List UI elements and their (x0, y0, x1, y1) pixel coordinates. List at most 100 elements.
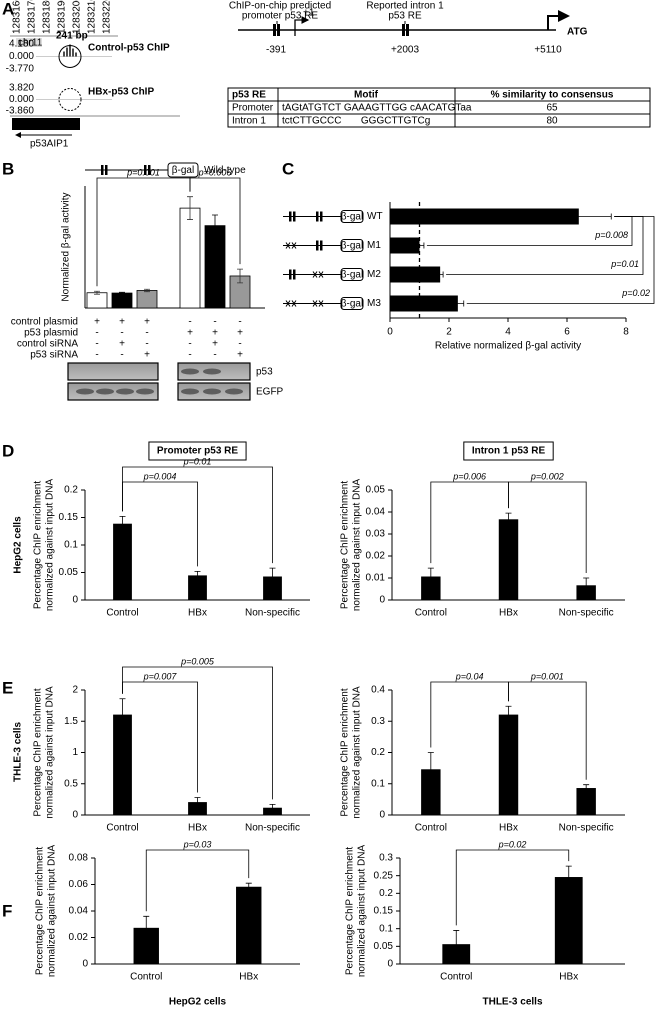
significance-bracket (122, 681, 198, 793)
bar (498, 519, 519, 601)
y-tick-label: 0 (379, 810, 385, 821)
mutation (285, 242, 291, 249)
table-header: % similarity to consensus (491, 90, 614, 101)
x-tick-label: Control (106, 608, 138, 619)
y-tick-label: 0 (82, 959, 88, 970)
y-tick-label: 0.1 (379, 923, 393, 934)
y-tick-label: WT (367, 211, 383, 222)
table-header: p53 RE (232, 90, 266, 101)
table-cell: Intron 1 (232, 116, 266, 127)
reporter-box (340, 239, 364, 252)
significance-bracket (189, 177, 241, 265)
x-tick-label: Control (415, 823, 447, 834)
re-marker (289, 269, 292, 280)
map-label: ChIP-on-chip predicted (229, 1, 331, 12)
y-tick-label: M3 (367, 298, 381, 309)
blot-band (203, 368, 221, 375)
chart-title: Intron 1 p53 RE (472, 446, 546, 457)
error-bar (269, 567, 276, 587)
y-tick-label: 0 (387, 959, 393, 970)
bar (179, 207, 201, 309)
p-value: p=0.01 (183, 456, 212, 466)
condition-sign: + (237, 328, 243, 339)
re-marker (316, 240, 319, 251)
significance-bracket (122, 666, 273, 800)
reporter-label: β-gal (341, 241, 363, 252)
reporter-box (340, 297, 364, 310)
significance-bracket (122, 466, 273, 564)
p-value: p=0.02 (621, 288, 650, 298)
bar (390, 208, 579, 225)
condition-sign: + (144, 350, 150, 361)
condition-sign: - (188, 350, 191, 361)
p-value: p=0.006 (452, 471, 486, 481)
chart-title: Promoter p53 RE (157, 446, 238, 457)
y-tick-label: 0 (72, 810, 78, 821)
title-box (463, 441, 554, 461)
coordinate-label: 128320000 (72, 0, 83, 34)
bar (390, 237, 420, 254)
x-tick-label: Non-specific (559, 608, 614, 619)
reporter-label: β-gal (341, 270, 363, 281)
y-tick-label: 2 (72, 685, 78, 696)
y-tick-label: 0.2 (64, 485, 78, 496)
error-bar (451, 300, 465, 307)
bar (390, 295, 458, 312)
bar (554, 877, 583, 965)
atg-arrow (547, 10, 570, 30)
coordinate-label: 128318000 (42, 0, 53, 34)
error-bar (427, 752, 434, 788)
mutation (285, 300, 291, 307)
p-value: p=0.04 (455, 671, 484, 681)
blot-band (76, 388, 94, 395)
coordinate-label: 128319000 (57, 0, 68, 34)
tss-label: +1 (303, 8, 315, 19)
construct-label: Wild-type (204, 165, 246, 176)
p-value: p=0.01 (610, 259, 639, 269)
mutation (291, 300, 297, 307)
reporter-box (340, 210, 364, 223)
re-marker (144, 165, 147, 175)
x-tick-label: HBx (499, 823, 518, 834)
track-scale: 0.000 (9, 51, 34, 62)
track-scale: -3.860 (6, 106, 35, 117)
row-label: THLE-3 cells (13, 722, 24, 782)
reporter-box (167, 162, 199, 178)
y-tick-label: 0.05 (374, 941, 394, 952)
position-label: -391 (266, 45, 286, 56)
y-axis-label: Normalized β-gal activity (61, 192, 72, 301)
panel-label: A (2, 0, 14, 18)
peak-width: 241 bp (56, 31, 88, 42)
x-tick-label: 8 (623, 327, 629, 338)
y-axis-label: normalized against input DNA (47, 845, 58, 978)
error-bar (245, 882, 252, 892)
position-label: +2003 (391, 45, 420, 56)
y-tick-label: 0.05 (366, 485, 386, 496)
error-bar (237, 268, 243, 284)
significance-bracket (122, 481, 198, 567)
error-bar (583, 784, 590, 793)
y-tick-label: 0.01 (366, 573, 386, 584)
coordinate-label: 128317000 (27, 0, 38, 34)
re-marker (406, 24, 409, 36)
y-tick-label: 0.2 (379, 888, 393, 899)
p-value: p=0.002 (530, 471, 564, 481)
panel-label: B (2, 159, 14, 178)
x-tick-label: HBx (188, 608, 207, 619)
condition-sign: - (145, 339, 148, 350)
y-tick-label: M2 (367, 269, 381, 280)
x-tick-label: Control (130, 972, 162, 983)
y-tick-label: 0.06 (69, 879, 89, 890)
condition-sign: - (238, 317, 241, 328)
blot-band (225, 388, 243, 395)
condition-sign: + (119, 317, 125, 328)
mutation (312, 271, 318, 278)
condition-label: p53 siRNA (30, 350, 78, 361)
y-tick-label: 0.02 (366, 551, 386, 562)
y-axis-label: Percentage ChIP enrichment (340, 688, 351, 816)
error-bar (505, 705, 512, 725)
coordinate-label: 128322000 (102, 0, 113, 34)
y-axis-label: Percentage ChIP enrichment (33, 688, 44, 816)
significance-bracket (508, 481, 587, 573)
